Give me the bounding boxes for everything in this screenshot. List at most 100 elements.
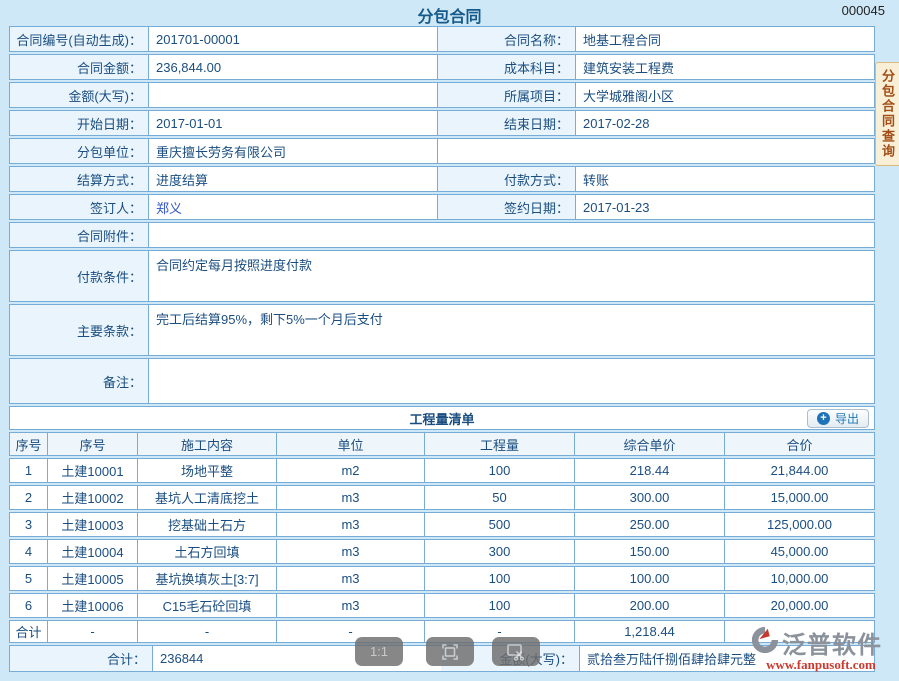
payment-terms-label: 付款条件：: [10, 251, 149, 301]
cell-work-content: 基坑换填灰土[3:7]: [138, 567, 277, 590]
tab-subcontract-contract-query[interactable]: 分包合同查询: [875, 62, 899, 166]
total-cell: -: [277, 621, 425, 642]
export-button[interactable]: + 导出: [806, 409, 869, 428]
cell-quantity: 50: [425, 486, 575, 509]
cell-work-content: C15毛石砼回填: [138, 594, 277, 617]
project-label: 所属项目：: [437, 83, 576, 107]
cell-quantity: 100: [425, 459, 575, 482]
plus-circle-icon: +: [816, 412, 830, 425]
cell-quantity: 100: [425, 567, 575, 590]
form-row-settlement: 结算方式： 进度结算 付款方式： 转账: [9, 166, 875, 192]
contract-amount-value: 236,844.00: [156, 59, 222, 75]
contract-name-label: 合同名称：: [437, 27, 576, 51]
cost-subject-value: 建筑安装工程费: [583, 60, 675, 76]
column-header-unit: 单位: [277, 433, 425, 455]
fanpu-logo-icon: [750, 625, 780, 660]
cell-total-price: 15,000.00: [770, 490, 829, 505]
table-row: 5 土建10005 基坑换填灰土[3:7] m3 100 100.00 10,0…: [9, 566, 875, 591]
column-header-unit-price: 综合单价: [575, 433, 725, 455]
column-header-quantity: 工程量: [425, 433, 575, 455]
table-row: 6 土建10006 C15毛石砼回填 m3 100 200.00 20,000.…: [9, 593, 875, 618]
attachment-label: 合同附件：: [10, 223, 149, 247]
cell-code: 土建10006: [48, 594, 138, 617]
attachment-value: [149, 223, 874, 247]
zoom-ratio-button[interactable]: 1:1: [355, 637, 403, 666]
main-clauses-value: 完工后结算95%，剩下5%一个月后支付: [156, 312, 383, 327]
column-header-seq: 序号: [10, 433, 48, 455]
fanpu-logo-name: 泛普软件: [782, 632, 882, 659]
main-clauses-label: 主要条款：: [10, 305, 149, 355]
table-row: 3 土建10003 挖基础土石方 m3 500 250.00 125,000.0…: [9, 512, 875, 537]
sign-date-label: 签约日期：: [437, 195, 576, 219]
form-row-subcontractor: 分包单位： 重庆擅长劳务有限公司: [9, 138, 875, 164]
cell-unit: m3: [277, 486, 425, 509]
cell-code: 土建10002: [48, 486, 138, 509]
fanpu-logo-url: www.fanpusoft.com: [766, 657, 876, 672]
items-table-header: 序号 序号 施工内容 单位 工程量 综合单价 合价: [9, 432, 875, 456]
cell-total-price: 125,000.00: [766, 517, 833, 532]
cell-code: 土建10005: [48, 567, 138, 590]
document-number: 000045: [841, 3, 885, 18]
cell-unit: m3: [277, 567, 425, 590]
snip-screenshot-button[interactable]: [492, 637, 540, 666]
total-cell: -: [48, 621, 138, 642]
cell-quantity: 300: [425, 540, 575, 563]
form-area: 合同编号(自动生成)： 201701-00001 合同名称： 地基工程合同 合同…: [9, 26, 875, 672]
remark-value: [149, 359, 874, 403]
fit-screen-icon: [440, 642, 460, 662]
form-row-main-clauses: 主要条款： 完工后结算95%，剩下5%一个月后支付: [9, 304, 875, 356]
form-row-contract-number: 合同编号(自动生成)： 201701-00001 合同名称： 地基工程合同: [9, 26, 875, 52]
total-cell: -: [138, 621, 277, 642]
signer-link[interactable]: 郑义: [156, 200, 183, 216]
table-row: 4 土建10004 土石方回填 m3 300 150.00 45,000.00: [9, 539, 875, 564]
fit-screen-button[interactable]: [426, 637, 474, 666]
summary-amount-words-value: 贰拾叁万陆仟捌佰肆拾肆元整: [587, 652, 757, 667]
form-row-amount-words: 金额(大写)： 所属项目： 大学城雅阁小区: [9, 82, 875, 108]
signer-label: 签订人：: [10, 195, 149, 219]
project-value: 大学城雅阁小区: [583, 88, 675, 104]
cell-unit: m3: [277, 513, 425, 536]
page-header: 分包合同 000045: [0, 0, 899, 26]
cell-unit-price: 300.00: [575, 486, 725, 509]
payment-method-value: 转账: [583, 172, 610, 188]
export-button-label: 导出: [834, 412, 859, 426]
end-date-label: 结束日期：: [437, 111, 576, 135]
end-date-value: 2017-02-28: [583, 115, 650, 131]
cell-code: 土建10003: [48, 513, 138, 536]
cell-seq: 1: [10, 459, 48, 482]
total-row-label: 合计: [10, 621, 48, 642]
cell-work-content: 土石方回填: [138, 540, 277, 563]
cell-work-content: 挖基础土石方: [138, 513, 277, 536]
settlement-method-label: 结算方式：: [10, 167, 149, 191]
total-unit-price-sum: 1,218.44: [575, 621, 725, 642]
cell-unit-price: 200.00: [575, 594, 725, 617]
form-row-payment-terms: 付款条件： 合同约定每月按照进度付款: [9, 250, 875, 302]
cell-code: 土建10004: [48, 540, 138, 563]
total-cell: -: [425, 621, 575, 642]
contract-name-value: 地基工程合同: [583, 32, 662, 48]
payment-method-label: 付款方式：: [437, 167, 576, 191]
cell-total-price: 21,844.00: [770, 463, 829, 478]
amount-words-label: 金额(大写)：: [10, 83, 149, 107]
cell-total-price: 20,000.00: [770, 598, 829, 613]
cell-unit: m2: [277, 459, 425, 482]
cell-total-price: 45,000.00: [770, 544, 829, 559]
cell-work-content: 基坑人工清底挖土: [138, 486, 277, 509]
summary-total-label: 合计：: [10, 646, 153, 671]
column-header-total-price: 合价: [786, 437, 813, 453]
cell-seq: 4: [10, 540, 48, 563]
cell-total-price: 10,000.00: [770, 571, 829, 586]
subcontractor-label: 分包单位：: [10, 139, 149, 163]
payment-terms-value: 合同约定每月按照进度付款: [156, 258, 313, 273]
contract-number-label: 合同编号(自动生成)：: [10, 27, 149, 51]
cell-seq: 3: [10, 513, 48, 536]
cost-subject-label: 成本科目：: [437, 55, 576, 79]
cell-seq: 2: [10, 486, 48, 509]
column-header-code: 序号: [48, 433, 138, 455]
cell-unit-price: 150.00: [575, 540, 725, 563]
cell-unit-price: 218.44: [575, 459, 725, 482]
form-row-signer: 签订人： 郑义 签约日期： 2017-01-23: [9, 194, 875, 220]
table-row: 1 土建10001 场地平整 m2 100 218.44 21,844.00: [9, 458, 875, 483]
cell-code: 土建10001: [48, 459, 138, 482]
